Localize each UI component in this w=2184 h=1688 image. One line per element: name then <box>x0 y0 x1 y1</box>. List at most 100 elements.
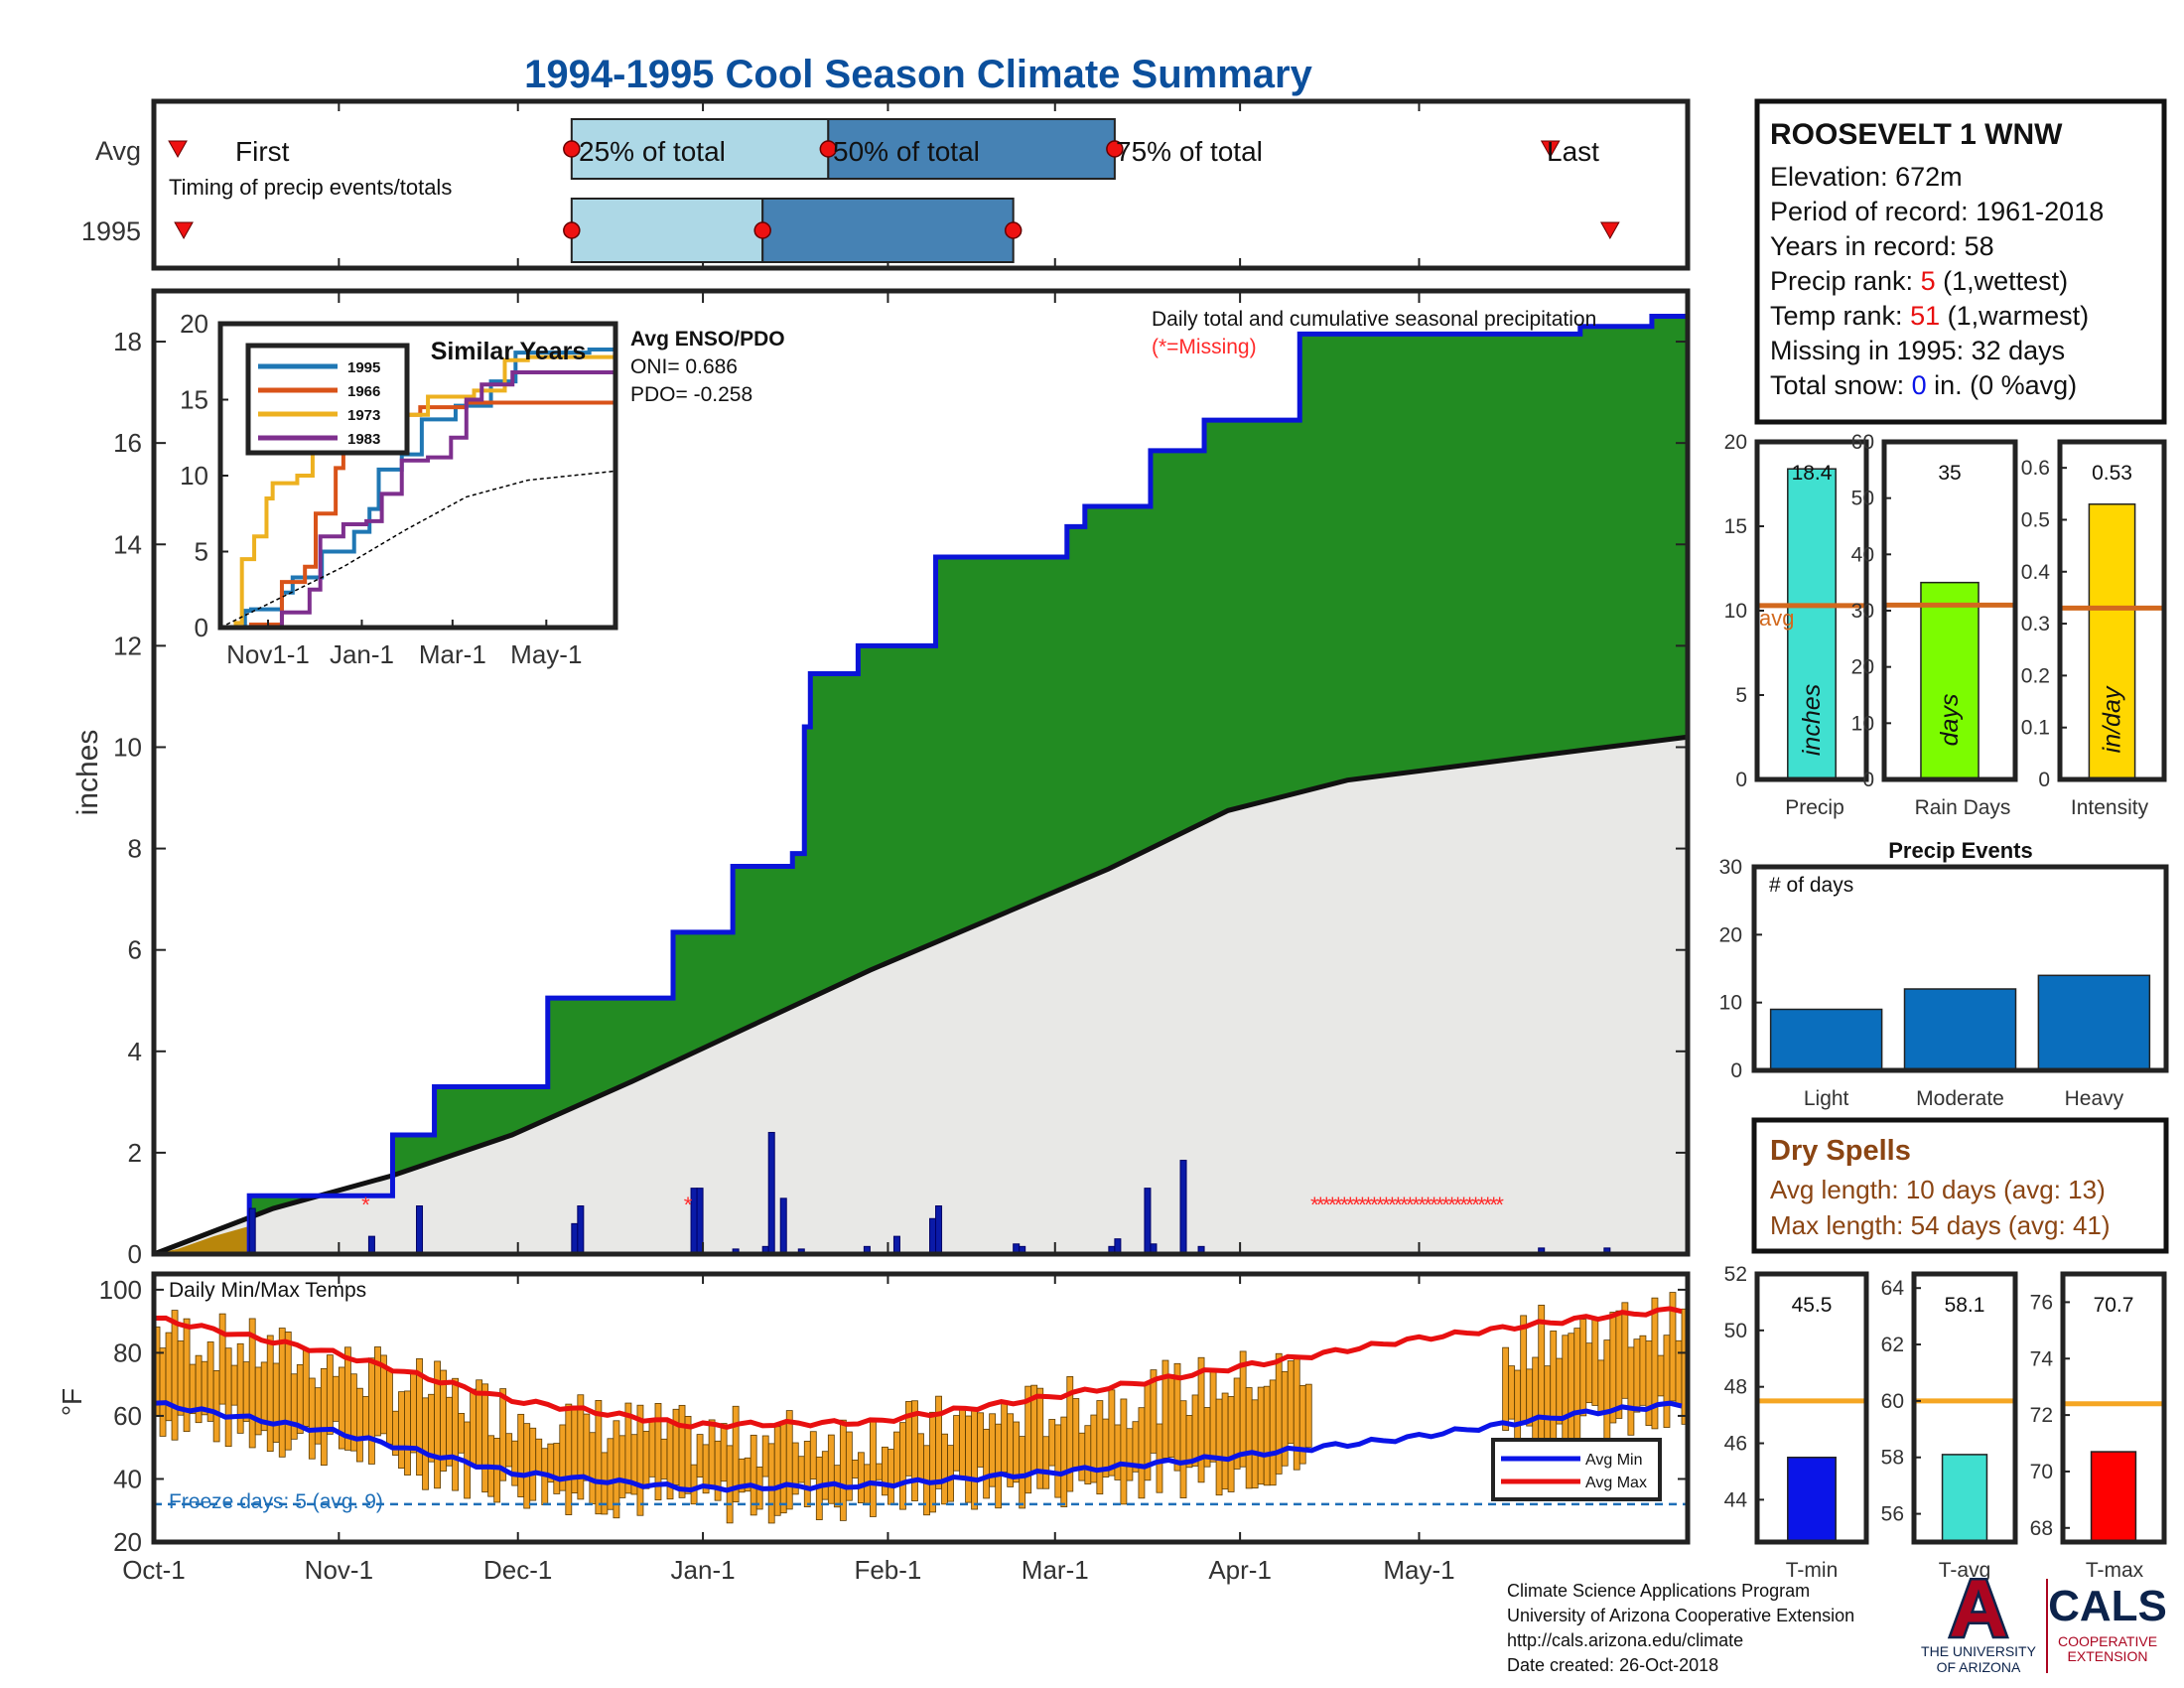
daily-temp-bar <box>284 1331 292 1451</box>
daily-temp-bar <box>1048 1419 1056 1467</box>
daily-temp-bar <box>642 1431 650 1489</box>
side-chart-category-label: Intensity <box>2071 796 2149 819</box>
missing-day-marker: * <box>1424 1193 1433 1217</box>
timing-bar-25-50 <box>570 198 764 263</box>
side-chart-frame <box>1911 1271 2018 1545</box>
event-bar-moderate <box>1903 988 2017 1071</box>
inset-ticks: 0 5 10 15 20 Nov1-1 Jan-1 Mar-1 May-1 <box>180 309 582 669</box>
daily-temp-bar <box>1072 1398 1080 1469</box>
side-chart-y-tick-label: 0.5 <box>2021 508 2050 531</box>
side-chart-rain-days: 0 10 20 30 40 50 60 35 days Rain Days <box>1851 431 2018 819</box>
side-chart-y-tick-label: 0 <box>1735 769 1747 791</box>
side-chart-y-tick-label: 50 <box>1724 1320 1747 1342</box>
timing-bar-50-75 <box>827 118 1116 180</box>
side-chart-t-max: 68 70 72 74 76 70.7 T-max <box>2030 1271 2167 1582</box>
missing-day-marker: * <box>1364 1193 1373 1217</box>
daily-temp-bar <box>1209 1370 1217 1463</box>
daily-temp-bar <box>1096 1400 1104 1495</box>
daily-temp-bar <box>183 1318 191 1433</box>
daily-temp-bar <box>941 1433 948 1505</box>
daily-temp-bar <box>1269 1379 1277 1486</box>
daily-temp-bar <box>708 1419 716 1489</box>
daily-temp-bar <box>1167 1374 1175 1458</box>
side-chart-category-label: T-max <box>2086 1559 2144 1582</box>
daily-temp-bar <box>458 1413 466 1454</box>
daily-temp-bar <box>797 1456 805 1483</box>
missing-day-marker: * <box>1328 1193 1337 1217</box>
side-chart-y-tick-label: 52 <box>1724 1263 1747 1286</box>
inset-y-tick-label: 15 <box>180 385 208 415</box>
footer-line1: Climate Science Applications Program <box>1507 1581 1810 1601</box>
missing-day-marker: * <box>1352 1193 1361 1217</box>
inset-x-tick-label: May-1 <box>510 639 582 669</box>
daily-temp-bar <box>761 1435 769 1477</box>
daily-temp-bar <box>470 1388 478 1467</box>
daily-temp-bar <box>332 1375 340 1422</box>
timing-label-25: 25% of total <box>579 136 726 167</box>
missing-day-marker: * <box>1489 1193 1498 1217</box>
missing-day-marker: * <box>1418 1193 1427 1217</box>
precip-y-label: inches <box>71 730 104 816</box>
average-cumulative-line <box>153 734 1689 1257</box>
event-category-label: Heavy <box>2065 1087 2124 1110</box>
daily-temp-bar <box>857 1452 865 1503</box>
daily-temp-bar <box>827 1434 835 1504</box>
inset-y-tick-label: 5 <box>195 537 208 567</box>
station-info-box: ROOSEVELT 1 WNW Elevation: 672m Period o… <box>1754 98 2167 425</box>
timing-panel: Avg 1995 Timing of precip events/totals … <box>81 98 1691 271</box>
missing-day-marker: * <box>1471 1193 1480 1217</box>
daily-temp-bar <box>308 1377 316 1460</box>
daily-precip-bar <box>367 1235 375 1255</box>
precip-y-tick-label: 2 <box>128 1138 142 1168</box>
daily-temp-bar <box>1627 1346 1635 1436</box>
daily-temp-bar <box>1114 1424 1122 1480</box>
daily-temp-bar <box>1108 1389 1116 1477</box>
daily-temp-bar <box>1615 1310 1623 1419</box>
daily-temp-bar <box>726 1445 734 1524</box>
station-period: Period of record: 1961-2018 <box>1770 197 2104 226</box>
daily-temp-bar <box>953 1415 960 1472</box>
daily-temp-bar <box>195 1354 203 1424</box>
daily-temp-bar <box>1633 1338 1641 1413</box>
daily-temp-bar <box>1568 1333 1575 1450</box>
missing-day-marker: * <box>684 1193 693 1217</box>
side-chart-value-label: 45.5 <box>1792 1294 1833 1317</box>
inset-x-tick-label: Mar-1 <box>419 639 486 669</box>
daily-temp-bar <box>386 1370 393 1445</box>
date-x-tick-label: Dec-1 <box>483 1555 552 1585</box>
side-chart-bar <box>1941 1454 1988 1543</box>
daily-temp-bar <box>1603 1339 1611 1443</box>
daily-temp-bar <box>678 1404 686 1498</box>
side-chart-frame <box>2057 439 2167 782</box>
timing-percentile-marker <box>563 221 581 239</box>
daily-temp-bar <box>511 1440 519 1486</box>
daily-temp-bar <box>230 1364 238 1406</box>
side-chart-y-tick-label: 0.2 <box>2021 664 2050 687</box>
side-chart-value-label: 35 <box>1938 462 1961 485</box>
precip-main-chart: * * ******************************** 02468… <box>71 288 1691 1269</box>
daily-temp-bar <box>779 1420 787 1514</box>
daily-temp-bar <box>422 1397 429 1490</box>
daily-temp-bar <box>583 1413 591 1481</box>
daily-temp-bar <box>355 1387 363 1463</box>
timing-first-last-marker <box>1540 140 1561 159</box>
side-chart-category-label: Precip <box>1785 796 1844 819</box>
timing-first-last-marker <box>168 140 188 159</box>
daily-temp-bar <box>809 1431 817 1479</box>
inset-legend: 1995 1966 1973 1983 <box>245 343 410 456</box>
daily-temp-bar <box>690 1464 698 1505</box>
precip-rank-label: Precip rank: <box>1770 266 1921 296</box>
side-chart-y-tick-label: 0.1 <box>2021 717 2050 740</box>
snow-value: 0 <box>1912 370 1927 400</box>
missing-day-marker: * <box>1495 1193 1504 1217</box>
date-x-ticks: Oct-1 Nov-1 Dec-1 Jan-1 Feb-1 Mar-1 Apr-1 May-1 <box>122 1274 1455 1585</box>
side-chart-y-tick-label: 58 <box>1881 1447 1904 1470</box>
timing-first-last-marker <box>174 221 194 240</box>
temp-legend-box <box>1491 1438 1662 1501</box>
daily-temp-bar <box>326 1354 334 1435</box>
side-chart-y-tick-label: 56 <box>1881 1503 1904 1526</box>
event-category-label: Light <box>1804 1087 1849 1110</box>
inset-legend-label-1966: 1966 <box>347 383 380 400</box>
missing-day-marker: * <box>361 1193 370 1217</box>
side-chart-y-tick-label: 74 <box>2030 1347 2054 1370</box>
